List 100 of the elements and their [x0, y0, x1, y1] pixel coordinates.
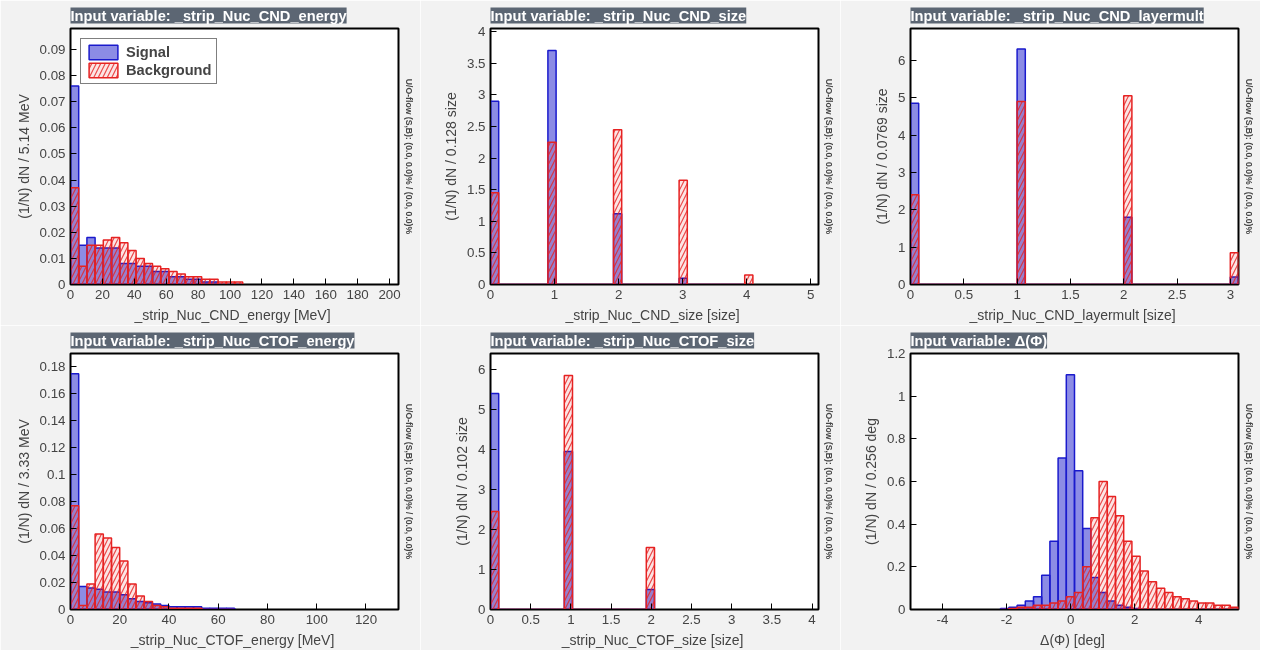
y-tick-label: 4 — [478, 442, 487, 457]
x-tick-label: 200 — [378, 286, 401, 302]
y-tick-label: 0.08 — [39, 68, 66, 84]
x-tick-label: 1 — [1013, 286, 1021, 302]
y-axis-title: (1/N) dN / 0.102 size — [454, 417, 471, 546]
x-tick-label: 2 — [1120, 286, 1128, 302]
y-tick-label: 3 — [478, 482, 486, 497]
x-tick-label: 4 — [808, 611, 817, 627]
x-tick-label: 40 — [126, 286, 142, 302]
x-tick-label: 140 — [282, 286, 305, 302]
chart-title: Input variable: _strip_Nuc_CTOF_energy — [70, 332, 356, 349]
x-tick-label: 2.5 — [1167, 286, 1187, 302]
y-tick-label: 0.03 — [39, 198, 66, 214]
y-tick-label: 0.02 — [39, 575, 66, 591]
y-axis-title: (1/N) dN / 0.128 size — [442, 92, 459, 221]
y-tick-label: 0.04 — [39, 548, 67, 564]
y-tick-label: 0.2 — [886, 559, 906, 575]
x-tick-label: 60 — [210, 611, 226, 627]
x-tick-label: 2.5 — [682, 611, 701, 627]
y-tick-label: 0.6 — [886, 474, 906, 489]
y-axis-title: (1/N) dN / 5.14 MeV — [15, 93, 32, 219]
x-tick-label: 120 — [250, 286, 274, 302]
y-tick-label: 5 — [478, 402, 486, 417]
x-tick-label: 180 — [346, 286, 369, 302]
x-tick-label: 3 — [727, 611, 736, 627]
x-tick-label: 0.5 — [521, 611, 540, 627]
y-tick-label: 1 — [898, 239, 906, 255]
text: U/O-flow (S,B): (0.0, 0.0)% / (0.0, 0.0)% — [823, 78, 834, 235]
y-tick-label: 4 — [478, 24, 487, 40]
x-tick-label: 1 — [567, 611, 575, 627]
x-axis-title: Δ(Φ) [deg] — [1040, 631, 1105, 648]
y-tick-label: 0.8 — [886, 431, 906, 447]
text: U/O-flow (S,B): (0.0, 0.0)% / (0.0, 0.0)% — [1243, 78, 1254, 235]
x-tick-label: 5 — [807, 286, 815, 302]
y-tick-label: 0.12 — [39, 440, 66, 456]
y-tick-label: 0.1 — [46, 467, 66, 483]
y-tick-label: 0.06 — [39, 120, 66, 136]
y-tick-label: 1 — [898, 388, 906, 404]
y-axis-title: (1/N) dN / 3.33 MeV — [15, 418, 32, 544]
chart-title: Input variable: _strip_Nuc_CTOF_size — [490, 332, 755, 349]
x-tick-label: 3 — [1226, 286, 1235, 302]
y-tick-label: 4 — [898, 127, 907, 143]
y-tick-label: 0.08 — [39, 494, 66, 510]
x-tick-label: 1.5 — [1061, 286, 1080, 302]
y-tick-label: 0.09 — [39, 41, 66, 57]
y-tick-label: 0.04 — [39, 172, 67, 188]
y-tick-label: 1.2 — [886, 346, 906, 361]
x-axis-title: _strip_Nuc_CND_size [size] — [564, 306, 740, 323]
y-axis-title: (1/N) dN / 0.256 deg — [862, 418, 879, 545]
x-tick-label: 2 — [614, 286, 623, 302]
y-tick-label: 0.02 — [39, 224, 66, 240]
chart-title: Input variable: Δ(Φ) — [910, 332, 1048, 349]
y-tick-label: 3.5 — [466, 55, 486, 71]
y-tick-label: 0.5 — [466, 245, 486, 261]
x-tick-label: 0.5 — [954, 286, 974, 302]
x-axis-title: _strip_Nuc_CND_layermult [size] — [968, 306, 1176, 323]
y-tick-label: 0.05 — [39, 146, 66, 162]
x-tick-label: 3.5 — [762, 611, 782, 627]
y-tick-label: 3 — [478, 87, 486, 103]
text: U/O-flow (S,B): (0.0, 0.0)% / (0.0, 0.0)% — [403, 403, 414, 560]
text: U/O-flow (S,B): (0.0, 0.0)% / (0.0, 0.0)% — [403, 78, 414, 235]
x-axis-title: _strip_Nuc_CTOF_energy [MeV] — [129, 631, 335, 648]
x-tick-label: 40 — [161, 611, 177, 627]
y-tick-label: 0.06 — [39, 521, 66, 537]
x-tick-label: 2 — [1131, 611, 1139, 627]
y-tick-label: 0.01 — [39, 250, 66, 266]
chart-title: Input variable: _strip_Nuc_CND_size — [490, 7, 747, 24]
x-tick-label: 100 — [305, 611, 328, 627]
y-tick-label: 1.5 — [466, 182, 486, 198]
y-tick-label: 1 — [478, 562, 486, 577]
chart-title: Input variable: _strip_Nuc_CND_layermult — [910, 7, 1204, 24]
x-tick-label: 60 — [158, 286, 174, 302]
x-tick-label: 20 — [112, 611, 128, 627]
x-tick-label: 4 — [743, 286, 752, 302]
x-tick-label: 2 — [647, 611, 655, 627]
y-tick-label: 2 — [478, 522, 486, 537]
x-tick-label: 4 — [1195, 611, 1204, 627]
legend-label: Background — [126, 62, 212, 78]
y-tick-label: 5 — [898, 90, 906, 106]
y-tick-label: 2.5 — [466, 118, 486, 134]
y-tick-label: 1 — [478, 213, 486, 229]
y-tick-label: 0.07 — [39, 94, 66, 110]
y-tick-label: 6 — [898, 52, 906, 68]
x-tick-label: 120 — [354, 611, 378, 627]
y-tick-label: 6 — [478, 362, 486, 377]
x-tick-label: -2 — [1000, 611, 1013, 627]
x-axis-title: _strip_Nuc_CND_energy [MeV] — [133, 306, 331, 323]
x-axis-title: _strip_Nuc_CTOF_size [size] — [560, 631, 744, 648]
x-tick-label: 100 — [218, 286, 242, 302]
x-tick-label: 3 — [678, 286, 687, 302]
y-tick-label: 0.4 — [886, 516, 907, 532]
y-tick-label: 2 — [478, 150, 486, 166]
text: U/O-flow (S,B): (0.0, 0.0)% / (0.0, 0.0)% — [823, 403, 834, 560]
chart-title: Input variable: _strip_Nuc_CND_energy — [70, 7, 348, 24]
y-tick-label: 0.14 — [39, 413, 67, 429]
x-tick-label: 1.5 — [601, 611, 621, 627]
legend-label: Signal — [126, 44, 170, 60]
x-tick-label: 80 — [190, 286, 206, 302]
x-tick-label: 20 — [94, 286, 110, 302]
y-tick-label: 0.16 — [39, 386, 66, 402]
